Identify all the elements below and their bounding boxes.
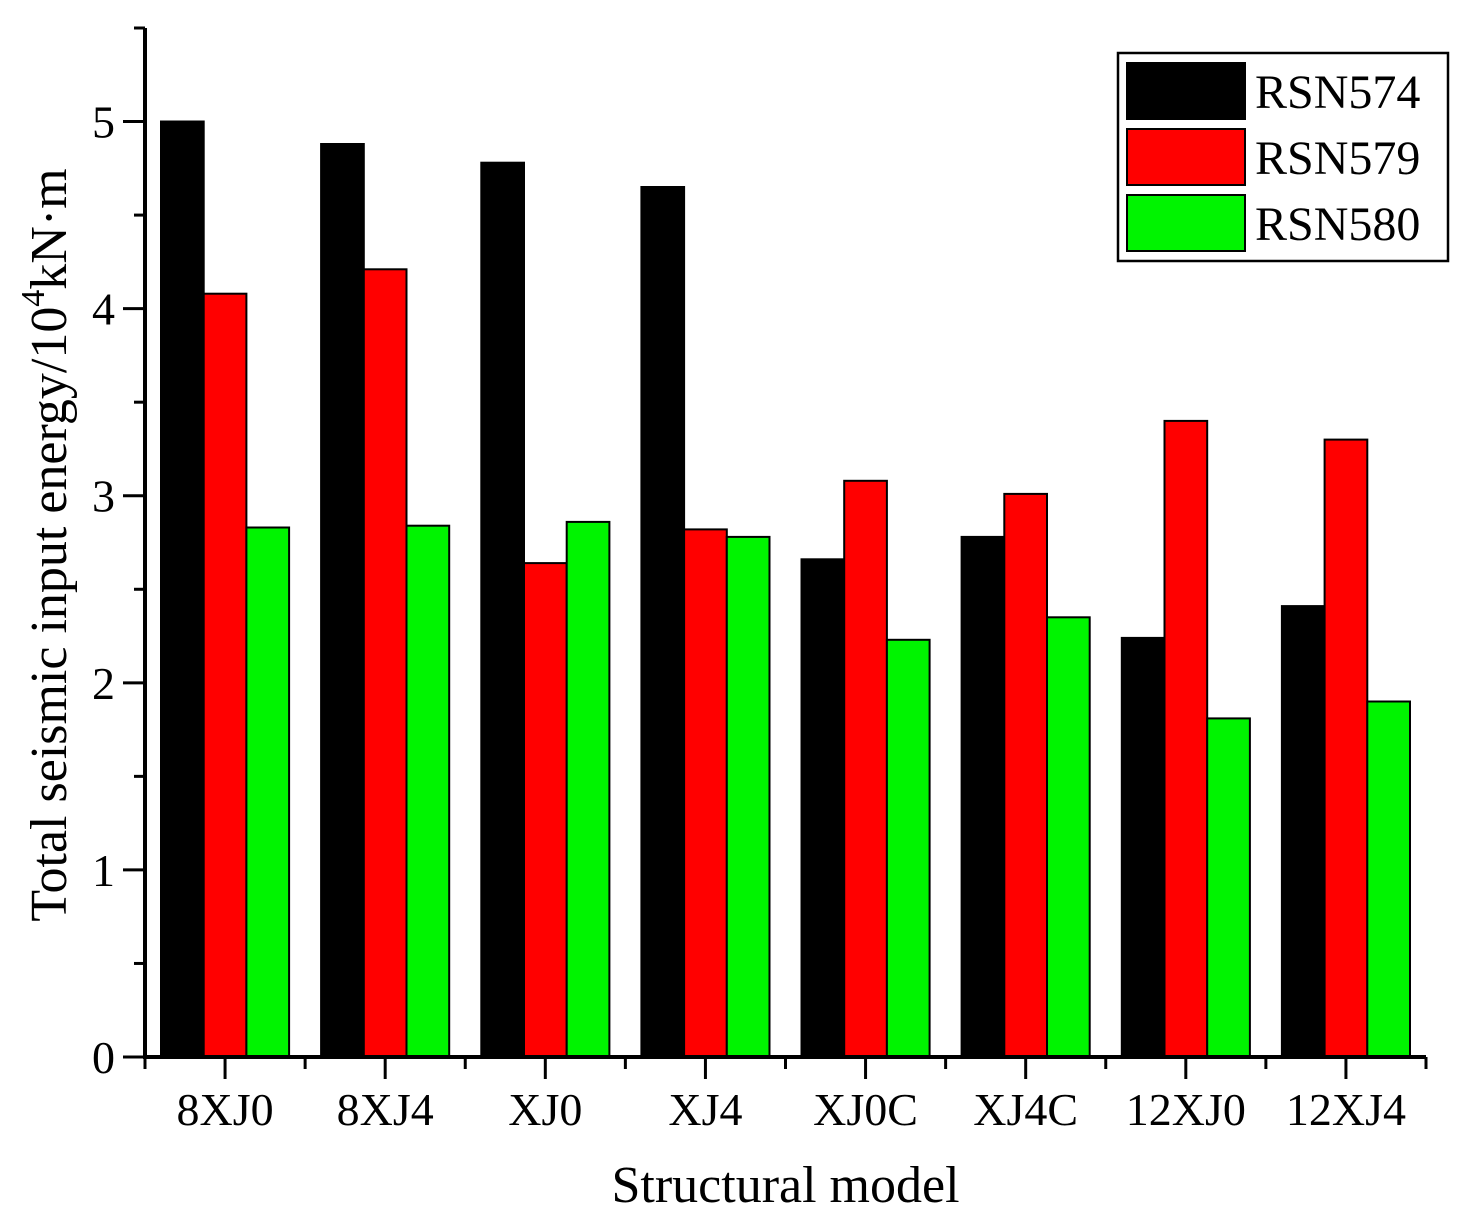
bar-RSN574-8XJ0 (160, 120, 205, 1058)
bar-RSN579-12XJ4 (1323, 438, 1369, 1059)
legend-label-RSN579: RSN579 (1255, 132, 1420, 185)
bar-RSN574-8XJ4 (320, 143, 365, 1058)
category-label: XJ0C (813, 1084, 918, 1135)
y-axis-title: Total seismic input energy/104kN·m (15, 168, 78, 921)
y-tick-label: 0 (92, 1032, 115, 1083)
bar-RSN574-XJ4 (640, 186, 686, 1058)
bar-RSN580-XJ0C (885, 638, 931, 1058)
bar-RSN579-12XJ0 (1163, 419, 1209, 1058)
y-tick-label: 4 (92, 284, 115, 335)
bar-RSN579-XJ4 (683, 528, 728, 1058)
category-label: 8XJ0 (177, 1084, 274, 1135)
bar-RSN580-12XJ4 (1366, 700, 1412, 1058)
bar-RSN574-12XJ0 (1120, 636, 1166, 1059)
bar-RSN579-8XJ0 (202, 292, 248, 1058)
bar-RSN580-8XJ4 (405, 524, 451, 1058)
y-tick-label: 1 (92, 845, 115, 896)
legend-swatch-RSN574 (1126, 62, 1246, 120)
category-label: 8XJ4 (337, 1084, 434, 1135)
y-tick-label: 3 (92, 471, 115, 522)
bar-RSN580-8XJ0 (245, 526, 291, 1058)
bar-RSN580-XJ4 (725, 535, 771, 1058)
bar-RSN574-XJ0 (480, 161, 525, 1058)
category-label: XJ4C (973, 1084, 1078, 1135)
category-label: XJ4 (668, 1084, 742, 1135)
legend-label-RSN574: RSN574 (1255, 66, 1420, 119)
bar-RSN579-XJ0C (843, 479, 888, 1058)
x-axis-title: Structural model (611, 1157, 959, 1214)
bar-RSN579-8XJ4 (362, 268, 408, 1058)
legend-swatch-RSN579 (1126, 128, 1246, 186)
category-label: 12XJ0 (1126, 1084, 1246, 1135)
legend-swatch-RSN580 (1126, 194, 1246, 252)
bar-RSN580-XJ4C (1046, 616, 1091, 1058)
bar-RSN580-12XJ0 (1206, 717, 1251, 1059)
bar-RSN574-12XJ4 (1280, 605, 1326, 1058)
bar-RSN580-XJ0 (565, 520, 611, 1058)
bar-RSN579-XJ4C (1003, 492, 1048, 1058)
category-label: 12XJ4 (1286, 1084, 1406, 1135)
y-tick-label: 2 (92, 658, 115, 709)
bar-RSN574-XJ4C (960, 535, 1006, 1058)
bar-RSN574-XJ0C (800, 558, 846, 1058)
bar-RSN579-XJ0 (523, 562, 568, 1058)
category-label: XJ0 (508, 1084, 582, 1135)
y-tick-label: 5 (92, 97, 115, 148)
legend-label-RSN580: RSN580 (1255, 198, 1420, 251)
